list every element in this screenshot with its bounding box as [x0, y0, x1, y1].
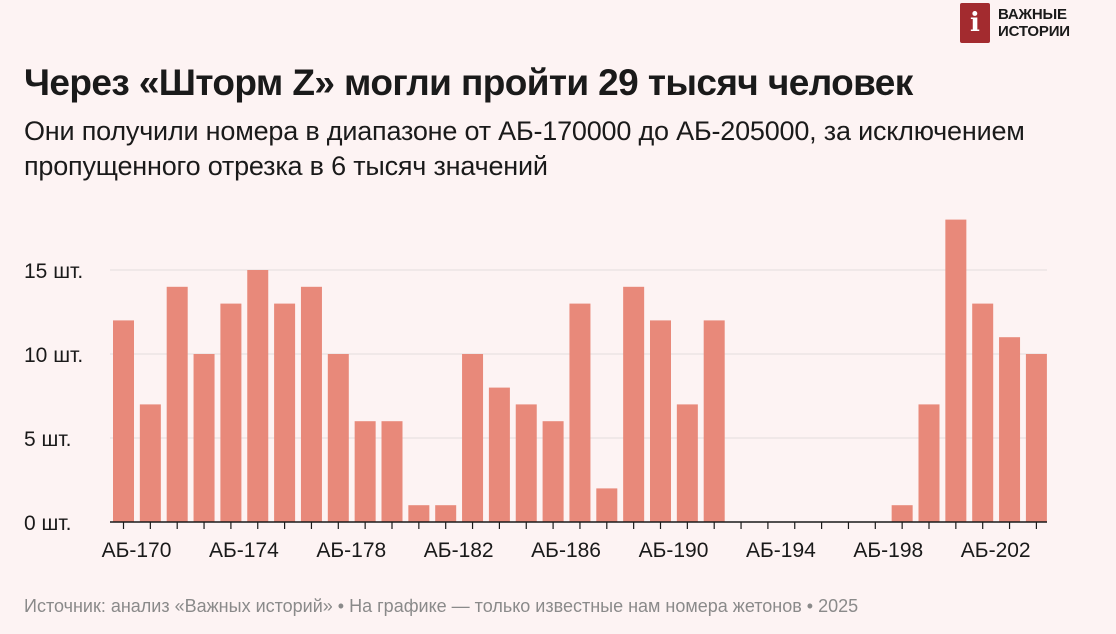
- bar: [220, 303, 242, 522]
- bar: [166, 286, 188, 522]
- x-tick-label: АБ-170: [102, 539, 172, 562]
- x-tick-label: АБ-186: [531, 539, 601, 562]
- brand-logo: i ВАЖНЫЕ ИСТОРИИ: [960, 3, 1070, 43]
- y-tick-label: 5 шт.: [24, 428, 72, 451]
- source-footnote: Источник: анализ «Важных историй» • На г…: [24, 596, 859, 616]
- bar: [488, 387, 510, 522]
- bar: [515, 404, 537, 522]
- logo-wordmark: ВАЖНЫЕ ИСТОРИИ: [998, 6, 1070, 40]
- bar: [918, 404, 940, 522]
- bar: [408, 505, 430, 522]
- bar: [327, 354, 349, 522]
- bar: [435, 505, 457, 522]
- bar: [1025, 354, 1047, 522]
- bar: [247, 270, 269, 522]
- x-tick-label: АБ-178: [316, 539, 386, 562]
- x-tick-label: АБ-190: [639, 539, 709, 562]
- bar: [193, 354, 215, 522]
- y-tick-label: 15 шт.: [24, 260, 83, 283]
- logo-line-1: ВАЖНЫЕ: [998, 6, 1067, 23]
- x-tick-label: АБ-198: [853, 539, 923, 562]
- bar: [972, 303, 994, 522]
- bar: [999, 337, 1021, 522]
- x-tick-label: АБ-194: [746, 539, 816, 562]
- y-tick-label: 0 шт.: [24, 512, 72, 535]
- bar: [113, 320, 134, 522]
- y-tick-label: 10 шт.: [24, 344, 83, 367]
- bar: [891, 505, 913, 522]
- bar: [676, 404, 698, 522]
- bar: [703, 320, 725, 522]
- bar: [542, 421, 564, 522]
- logo-line-2: ИСТОРИИ: [998, 23, 1070, 40]
- bar: [569, 303, 591, 522]
- x-tick-label: АБ-174: [209, 539, 279, 562]
- bar: [139, 404, 161, 522]
- bar: [596, 488, 618, 522]
- bar: [274, 303, 296, 522]
- bar: [381, 421, 403, 522]
- bar: [623, 286, 645, 522]
- bar: [462, 354, 484, 522]
- x-tick-label: АБ-202: [961, 539, 1031, 562]
- bar: [354, 421, 376, 522]
- chart-subtitle: Они получили номера в диапазоне от АБ-17…: [24, 116, 1025, 181]
- bar: [650, 320, 671, 522]
- chart-title: Через «Шторм Z» могли пройти 29 тысяч че…: [24, 62, 913, 103]
- x-tick-label: АБ-182: [424, 539, 494, 562]
- bar: [945, 219, 967, 522]
- bar: [300, 286, 322, 522]
- logo-mark-icon: i: [960, 3, 990, 43]
